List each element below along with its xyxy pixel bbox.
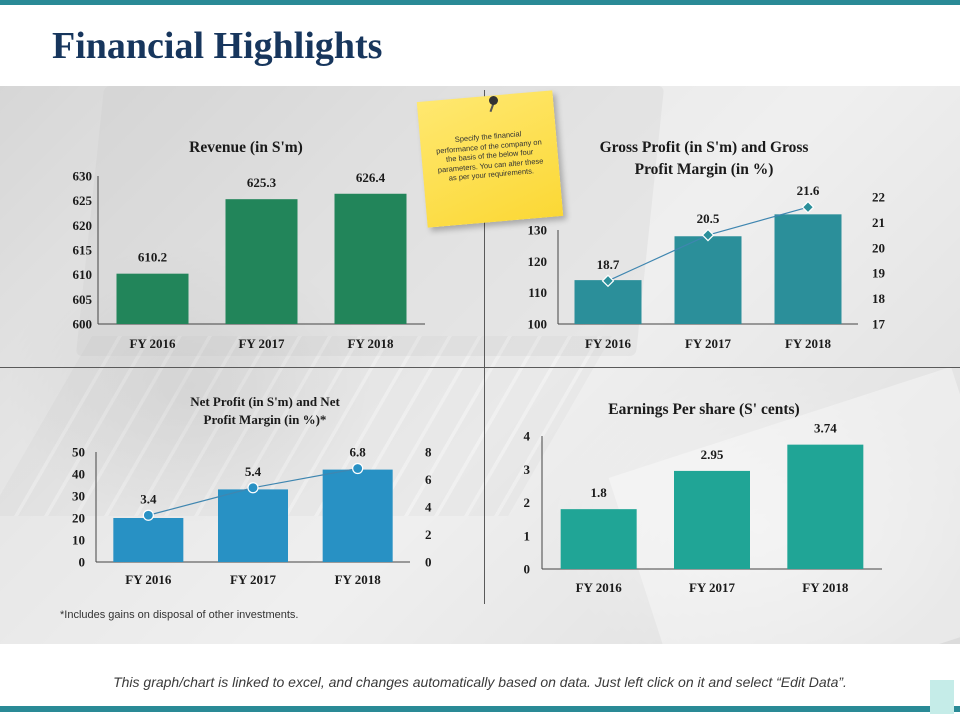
gross_profit-bar (674, 236, 742, 324)
net_profit-ytick-label: 30 (72, 489, 85, 504)
sticky-note-text: Specify the financial performance of the… (435, 129, 544, 184)
gross_profit-category-label: FY 2017 (685, 336, 732, 351)
net_profit-bar (113, 518, 184, 562)
bottom-accent-bar (0, 706, 960, 712)
net_profit-ytick-label: 20 (72, 511, 85, 526)
revenue-bar (116, 273, 189, 324)
gross_profit-y2tick-label: 17 (872, 317, 886, 332)
net_profit-margin-point (247, 482, 259, 494)
quadrant-divider-horizontal (0, 367, 960, 368)
gross_profit-ytick-label: 130 (528, 223, 548, 238)
revenue-value-label: 625.3 (247, 175, 277, 190)
revenue-ytick-label: 620 (73, 218, 93, 233)
eps-ytick-label: 2 (524, 495, 531, 510)
eps-bar (674, 470, 750, 569)
revenue-ytick-label: 615 (73, 243, 93, 258)
gross_profit-margin-label: 21.6 (797, 183, 820, 198)
eps-title: Earnings Per share (S' cents) (608, 401, 799, 418)
revenue-ytick-label: 600 (73, 317, 93, 332)
revenue-ytick-label: 605 (73, 292, 93, 307)
net_profit-ytick-label: 50 (72, 445, 85, 460)
gross_profit-category-label: FY 2018 (785, 336, 832, 351)
revenue-ytick-label: 610 (73, 267, 93, 282)
revenue-value-label: 610.2 (138, 250, 167, 265)
net_profit-title-line2: Profit Margin (in %)* (204, 412, 327, 427)
gross_profit-category-label: FY 2016 (585, 336, 632, 351)
gross_profit-title: Gross Profit (in S'm) and Gross (600, 139, 809, 156)
gross_profit-margin-label: 20.5 (697, 211, 720, 226)
net_profit-bar (322, 469, 393, 562)
gross_profit-ytick-label: 120 (528, 254, 548, 269)
eps-value-label: 2.95 (701, 447, 724, 462)
net_profit-category-label: FY 2016 (125, 572, 172, 587)
gross_profit-title-line2: Profit Margin (in %) (635, 161, 774, 178)
gross_profit-ytick-label: 110 (528, 285, 547, 300)
net_profit-margin-point (142, 509, 154, 521)
gross_profit-y2tick-label: 21 (872, 215, 885, 230)
revenue-value-label: 626.4 (356, 170, 386, 185)
eps-bar (787, 444, 864, 569)
net_profit-y2tick-label: 6 (425, 472, 432, 487)
gross_profit-margin-point (701, 228, 715, 242)
net_profit-margin-label: 6.8 (350, 445, 367, 460)
net_profit-y2tick-label: 4 (425, 500, 432, 515)
net_profit-category-label: FY 2018 (335, 572, 382, 587)
net_profit-ytick-label: 40 (72, 467, 85, 482)
net_profit-y2tick-label: 8 (425, 445, 432, 460)
gross_profit-y2tick-label: 22 (872, 190, 885, 205)
net_profit-title: Net Profit (in S'm) and Net (190, 394, 340, 409)
net_profit-margin-point (352, 462, 364, 475)
gross_profit-margin-point (601, 274, 615, 288)
revenue-ytick-label: 625 (73, 193, 93, 208)
net_profit-ytick-label: 10 (72, 533, 85, 548)
net_profit-category-label: FY 2017 (230, 572, 277, 587)
gross_profit-y2tick-label: 19 (872, 266, 886, 281)
gross_profit-bar (774, 214, 842, 324)
corner-decoration (930, 680, 954, 714)
gross_profit-y2tick-label: 20 (872, 240, 885, 255)
revenue-title: Revenue (in S'm) (189, 139, 303, 156)
revenue-category-label: FY 2016 (129, 336, 176, 351)
revenue-category-label: FY 2018 (347, 336, 394, 351)
footnote: *Includes gains on disposal of other inv… (60, 609, 299, 621)
gross_profit-bar (574, 280, 642, 324)
gross_profit-y2tick-label: 18 (872, 291, 886, 306)
revenue-category-label: FY 2017 (238, 336, 285, 351)
net_profit-margin-label: 5.4 (245, 464, 262, 479)
net_profit-bar (218, 489, 288, 562)
eps-value-label: 1.8 (591, 485, 608, 500)
gross_profit-margin-label: 18.7 (597, 257, 620, 272)
quadrant-divider-vertical (484, 90, 485, 604)
eps-value-label: 3.74 (814, 421, 837, 436)
revenue-bar (225, 199, 298, 324)
net_profit-margin-label: 3.4 (140, 491, 157, 506)
eps-ytick-label: 3 (524, 462, 531, 477)
eps-category-label: FY 2016 (576, 580, 623, 595)
revenue-ytick-label: 630 (73, 169, 93, 184)
top-accent-bar (0, 0, 960, 5)
net_profit-ytick-label: 0 (79, 555, 86, 570)
page-title: Financial Highlights (52, 25, 383, 67)
revenue-bar (334, 193, 407, 324)
eps-ytick-label: 4 (524, 429, 531, 444)
eps-bar (560, 509, 637, 569)
pushpin-icon (489, 96, 498, 105)
net_profit-y2tick-label: 2 (425, 527, 432, 542)
gross_profit-margin-point (801, 200, 815, 214)
eps-category-label: FY 2017 (689, 580, 736, 595)
eps-category-label: FY 2018 (802, 580, 849, 595)
eps-ytick-label: 1 (524, 528, 531, 543)
gross_profit-ytick-label: 100 (528, 317, 548, 332)
eps-ytick-label: 0 (524, 562, 531, 577)
bottom-caption: This graph/chart is linked to excel, and… (113, 674, 847, 690)
net_profit-y2tick-label: 0 (425, 555, 432, 570)
